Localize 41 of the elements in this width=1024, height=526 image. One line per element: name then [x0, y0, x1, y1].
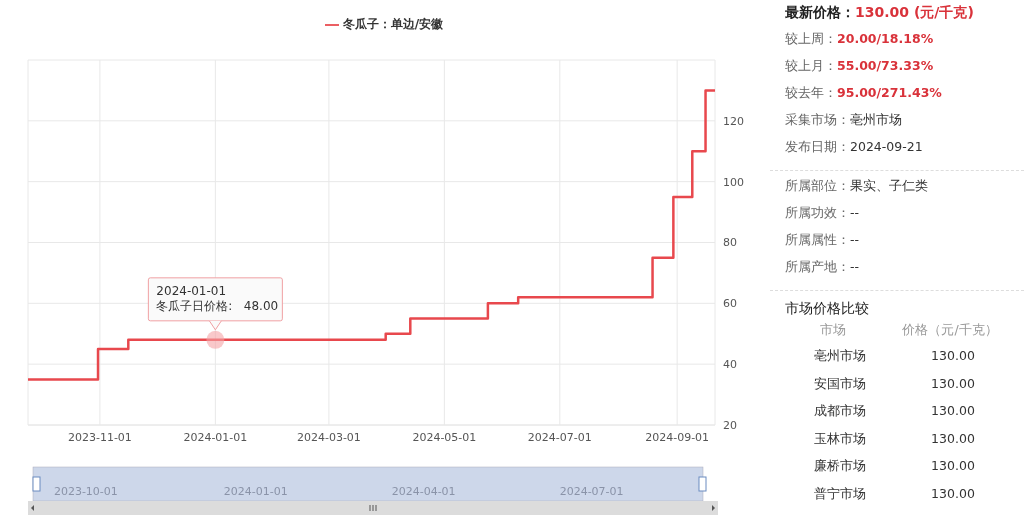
y-tick-label: 80 [723, 236, 737, 250]
text: 所属属性：-- [785, 232, 860, 247]
text: 所属部位：果实、子仁类 [785, 178, 928, 193]
category-label: 普宁市场 [813, 485, 868, 503]
category-label: 亳州市场 [813, 348, 868, 365]
y-tick-label: 120 [723, 114, 744, 128]
text: 130.00 [931, 485, 975, 501]
text: 较去年：95.00/271.43% [785, 85, 942, 100]
text: 较上周：20.00/18.18% [785, 31, 934, 46]
text: 较上月：55.00/73.33% [785, 58, 934, 73]
y-tick-label: 100 [723, 175, 744, 189]
category-label: 玉林市场 [813, 430, 868, 448]
tooltip-callout: 2024-01-01 冬瓜子日价格: 48.00 [147, 277, 283, 349]
text: 130.00 [931, 458, 975, 473]
legend-label: 冬瓜子：单边/安徽 [342, 17, 444, 31]
text: 130.00 [931, 403, 975, 418]
text: 所属产地：-- [785, 259, 860, 274]
text: 市场价格比较 [785, 300, 870, 318]
x-tick-label: 2024-09-01 [645, 430, 710, 444]
text: 130.00 [931, 348, 975, 363]
category-label: 成都市场 [813, 403, 868, 420]
category-label: 安国市场 [813, 375, 868, 393]
text: 最新价格：130.00 (元/千克) [785, 4, 974, 20]
y-tick-label: 60 [723, 297, 737, 311]
range-slider: 2023-10-01 2024-01-01 2024-04-01 2024-07-01 [28, 465, 718, 517]
x-tick-label: 2024-03-01 [296, 430, 361, 444]
text: 市场 [818, 322, 847, 339]
text: 所属功效：-- [785, 205, 860, 220]
x-tick-label: 2023-11-01 [67, 430, 132, 444]
category-label: 廉桥市场 [813, 458, 868, 475]
x-tick-label: 2024-05-01 [412, 430, 477, 444]
y-tick-label: 20 [723, 418, 737, 432]
text: 130.00 [931, 375, 975, 391]
y-tick-label: 40 [723, 358, 737, 372]
x-tick-label: 2024-01-01 [183, 430, 248, 444]
text: 采集市场：亳州市场 [785, 112, 902, 127]
x-tick-label: 2024-07-01 [527, 430, 592, 444]
text: 价格（元/千克） [901, 322, 999, 339]
text: 130.00 [931, 430, 975, 446]
annotation: 2024-01-01 冬瓜子日价格: 48.00 [156, 283, 279, 313]
text: 发布日期：2024-09-21 [785, 139, 923, 154]
